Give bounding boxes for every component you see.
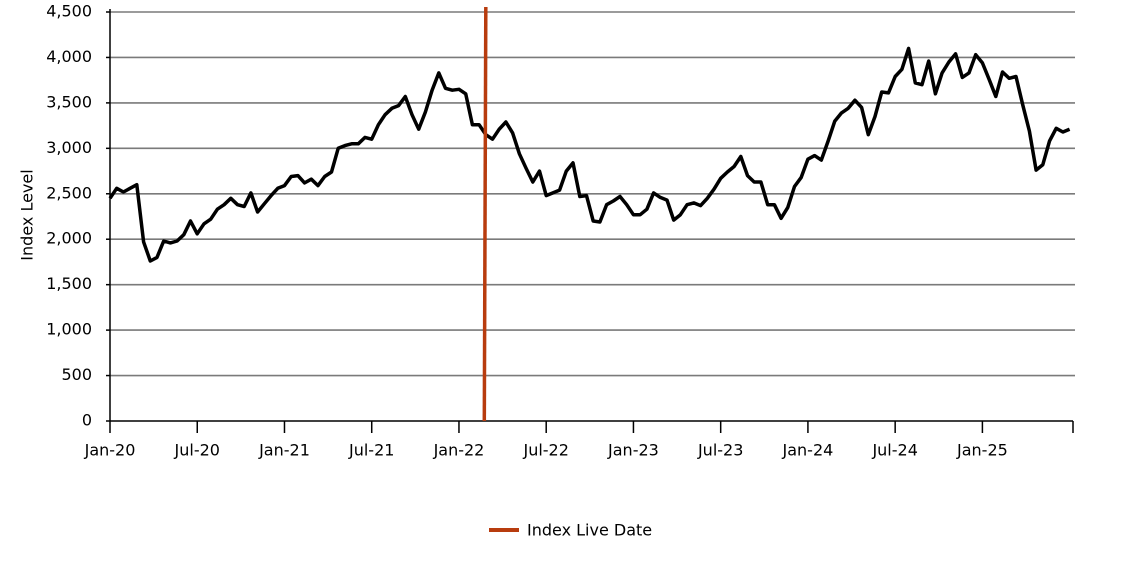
y-axis-label: Index Level (18, 169, 37, 260)
x-tick-label: Jan-22 (433, 441, 485, 460)
x-tick-label: Jul-24 (871, 441, 917, 460)
y-tick-label: 1,500 (46, 274, 92, 293)
y-tick-label: 2,000 (46, 229, 92, 248)
y-tick-label: 3,500 (46, 92, 92, 111)
y-tick-label: 0 (82, 411, 92, 430)
y-tick-label: 4,500 (46, 2, 92, 21)
x-tick-label: Jan-25 (956, 441, 1008, 460)
y-tick-label: 4,000 (46, 47, 92, 66)
x-tick-label: Jan-21 (258, 441, 310, 460)
x-tick-label: Jul-23 (697, 441, 743, 460)
x-tick-label: Jan-24 (782, 441, 834, 460)
x-tick-label: Jan-20 (84, 441, 136, 460)
series-line (108, 46, 1071, 263)
y-tick-label: 2,500 (46, 183, 92, 202)
x-tick-label: Jul-20 (174, 441, 220, 460)
y-tick-label: 500 (61, 365, 92, 384)
y-tick-label: 1,000 (46, 320, 92, 339)
x-tick-label: Jul-22 (522, 441, 568, 460)
y-tick-label: 3,000 (46, 138, 92, 157)
x-tick-label: Jan-23 (607, 441, 659, 460)
legend-label: Index Live Date (527, 521, 652, 540)
live-date-line (482, 6, 488, 422)
x-tick-label: Jul-21 (348, 441, 394, 460)
